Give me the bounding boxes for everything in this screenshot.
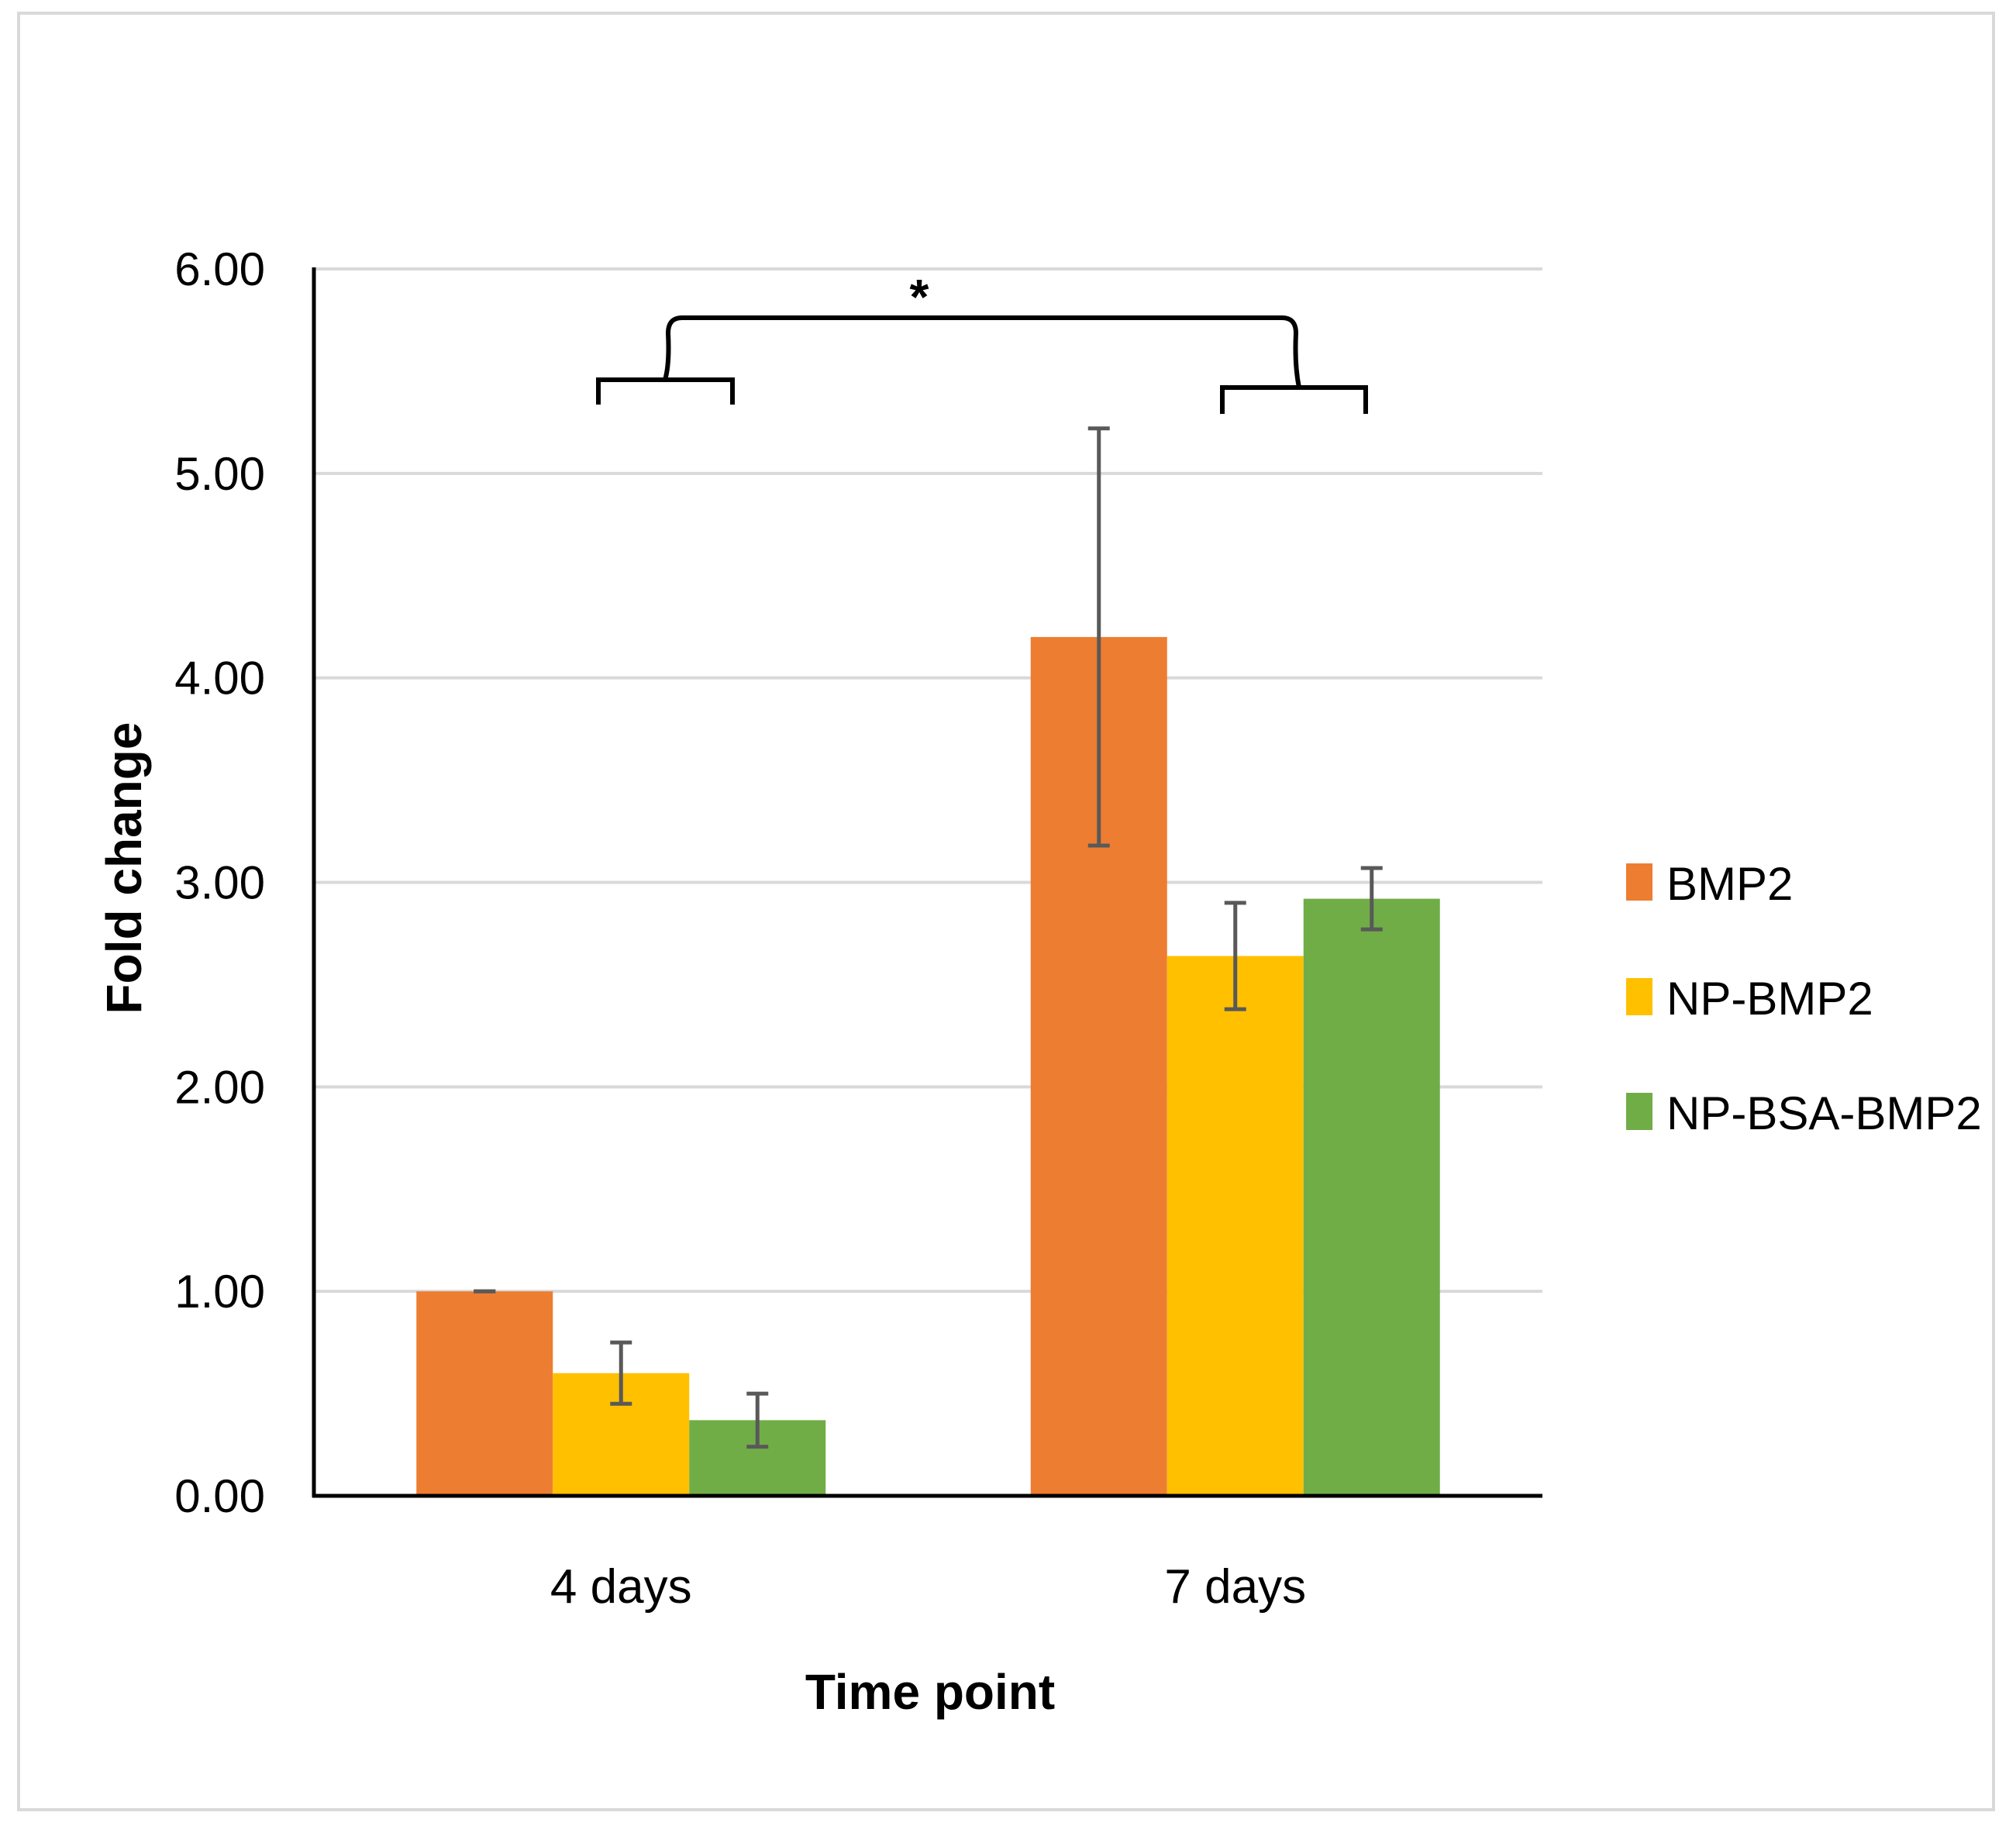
legend-swatch	[1626, 1093, 1652, 1130]
y-tick-label: 4.00	[174, 653, 265, 705]
error-bar	[1224, 901, 1246, 1011]
x-category-label: 7 days	[1164, 1560, 1306, 1614]
legend-label: NP-BMP2	[1666, 973, 1873, 1025]
x-category-labels: 4 days 7 days	[550, 1560, 1306, 1614]
axes	[312, 267, 1542, 1498]
y-tick-label: 3.00	[174, 857, 265, 909]
x-category-label: 4 days	[550, 1560, 692, 1614]
legend-label: BMP2	[1666, 858, 1793, 910]
error-bar	[1087, 426, 1110, 848]
x-axis-title: Time point	[805, 1664, 1055, 1720]
bracket-7-days	[1220, 385, 1368, 414]
y-tick-label: 5.00	[174, 448, 265, 500]
bar	[1303, 898, 1440, 1496]
significance-asterisk: *	[910, 269, 929, 325]
error-bar	[746, 1391, 769, 1449]
error-bar	[1360, 866, 1383, 932]
legend: BMP2 NP-BMP2 NP-BSA-BMP2	[1626, 858, 1982, 1139]
legend-swatch	[1626, 863, 1652, 901]
y-tick-label: 0.00	[174, 1470, 265, 1522]
y-axis-title: Fold change	[96, 722, 152, 1015]
y-tick-label: 2.00	[174, 1061, 265, 1113]
y-tick-label: 6.00	[174, 243, 265, 295]
bars	[416, 636, 1440, 1496]
bar	[1167, 956, 1304, 1496]
chart-frame	[17, 12, 1995, 1811]
bar	[416, 1291, 553, 1496]
bracket-4-days	[596, 377, 735, 405]
error-bar	[610, 1340, 632, 1406]
legend-swatch	[1626, 978, 1652, 1015]
error-bars	[474, 426, 1383, 1449]
bracket-top	[663, 315, 1301, 388]
y-tick-labels: 0.00 1.00 2.00 3.00 4.00 5.00 6.00	[174, 243, 265, 1522]
y-tick-label: 1.00	[174, 1266, 265, 1318]
legend-label: NP-BSA-BMP2	[1666, 1087, 1982, 1139]
significance-brackets	[596, 315, 1368, 414]
